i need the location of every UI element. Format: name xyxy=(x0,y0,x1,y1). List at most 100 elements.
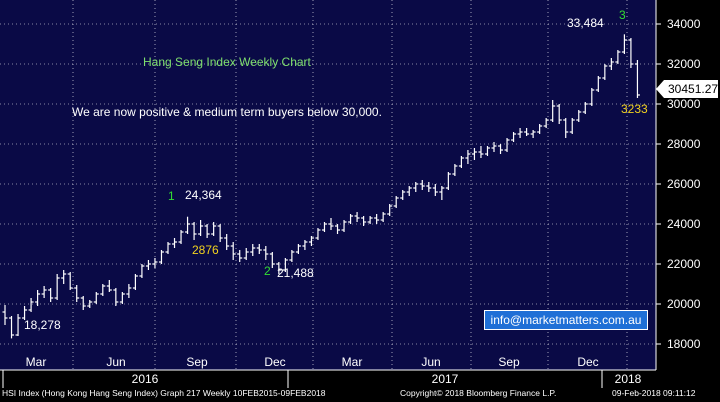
ohlc-bar xyxy=(243,248,249,260)
y-tick-label: 20000 xyxy=(667,297,701,311)
x-month-label: Jun xyxy=(421,355,440,369)
ohlc-bar xyxy=(152,258,158,268)
ohlc-bar xyxy=(263,246,269,260)
ohlc-bar xyxy=(250,244,256,256)
ohlc-bar xyxy=(74,285,80,302)
ohlc-bar xyxy=(432,184,438,196)
ohlc-bar xyxy=(217,224,223,242)
x-month-label: Sep xyxy=(186,355,208,369)
ohlc-bar xyxy=(387,204,393,216)
ohlc-bar xyxy=(595,76,601,92)
ohlc-bar xyxy=(328,218,334,230)
footer-right: 09-Feb-2018 09:11:12 xyxy=(612,388,696,398)
ohlc-bar xyxy=(132,274,138,290)
ohlc-bar xyxy=(563,118,569,138)
ohlc-bar xyxy=(582,102,588,114)
ohlc-bar xyxy=(361,216,367,226)
ohlc-bar xyxy=(15,314,21,336)
ohlc-bar xyxy=(93,292,99,304)
y-tick-label: 24000 xyxy=(667,217,701,231)
email-link[interactable]: info@marketmatters.com.au xyxy=(484,310,648,330)
wave-2-label: 2 xyxy=(264,264,271,278)
x-month-label: Dec xyxy=(264,355,285,369)
drop-2018-label: 3233 xyxy=(621,102,648,116)
ohlc-bar xyxy=(276,262,282,275)
ohlc-bar xyxy=(289,250,295,262)
wave-1-label: 1 xyxy=(168,189,175,203)
ohlc-bar xyxy=(178,230,184,244)
ohlc-bar xyxy=(119,292,125,304)
ohlc-bar xyxy=(419,180,425,190)
ohlc-bar xyxy=(87,300,93,308)
ohlc-bar xyxy=(67,272,73,290)
drop-2016-label: 2876 xyxy=(192,243,219,257)
ohlc-bar xyxy=(471,148,477,160)
ohlc-bar xyxy=(302,240,308,250)
ohlc-bar xyxy=(315,228,321,240)
ohlc-bar xyxy=(504,138,510,152)
ohlc-bar xyxy=(445,172,451,190)
ohlc-bar xyxy=(269,252,275,268)
ohlc-bar xyxy=(543,118,549,128)
ohlc-bar xyxy=(172,238,178,248)
y-tick-label: 32000 xyxy=(667,57,701,71)
ohlc-bar xyxy=(230,242,236,260)
ohlc-bar xyxy=(439,186,445,200)
ohlc-bar xyxy=(106,280,112,292)
ohlc-bar xyxy=(191,222,197,240)
last-price-label: 30451.27 xyxy=(668,82,718,96)
ohlc-bar xyxy=(621,34,627,54)
price-bars xyxy=(2,34,640,339)
ohlc-bar xyxy=(406,186,412,196)
footer-middle: Copyright© 2018 Bloomberg Finance L.P. xyxy=(400,388,557,398)
x-month-label: Mar xyxy=(342,355,363,369)
ohlc-bar xyxy=(380,212,386,222)
ohlc-bar xyxy=(524,128,530,136)
x-year-label: 2017 xyxy=(432,372,459,386)
ohlc-bar xyxy=(367,216,373,224)
y-axis: 18000 20000 22000 24000 26000 28000 30000 32000… xyxy=(655,0,701,370)
last-price-marker: 30451.27 xyxy=(656,80,718,98)
ohlc-bar xyxy=(537,124,543,134)
ohlc-bar xyxy=(589,88,595,106)
ohlc-bar xyxy=(354,212,360,222)
ohlc-bar xyxy=(413,182,419,192)
x-year-label: 2016 xyxy=(132,372,159,386)
ohlc-bar xyxy=(608,58,614,70)
ohlc-bar xyxy=(41,286,47,298)
ohlc-bar xyxy=(2,305,8,325)
ohlc-bar xyxy=(348,214,354,224)
ohlc-bar xyxy=(165,242,171,254)
plot-area xyxy=(0,0,656,370)
footer-background xyxy=(0,370,656,402)
ohlc-bar xyxy=(458,156,464,168)
ohlc-bar xyxy=(113,288,119,306)
ohlc-bar xyxy=(198,220,204,236)
ohlc-bar xyxy=(185,216,191,234)
ohlc-bar xyxy=(224,234,230,250)
high-2016-label: 24,364 xyxy=(185,188,222,202)
y-tick-label: 28000 xyxy=(667,137,701,151)
ohlc-bar xyxy=(491,142,497,152)
ohlc-bar xyxy=(634,60,640,98)
ohlc-bar xyxy=(465,150,471,164)
x-month-label: Jun xyxy=(106,355,125,369)
ohlc-bar xyxy=(9,316,15,339)
chart-title: Hang Seng Index Weekly Chart xyxy=(143,55,312,69)
ohlc-bar xyxy=(517,128,523,138)
comment-text: We are now positive & medium term buyers… xyxy=(72,105,382,119)
low-start-label: 18,278 xyxy=(24,318,61,332)
low-2016-label: 21,488 xyxy=(277,266,314,280)
x-month-label: Mar xyxy=(26,355,47,369)
ohlc-bar xyxy=(282,258,288,272)
ohlc-bar xyxy=(126,284,132,298)
y-tick-label: 34000 xyxy=(667,17,701,31)
ohlc-bar xyxy=(335,224,341,234)
ohlc-bar xyxy=(556,104,562,124)
ohlc-bar xyxy=(374,214,380,224)
axis-background xyxy=(656,0,720,402)
ohlc-bar xyxy=(256,244,262,254)
ohlc-bar xyxy=(158,250,164,264)
x-axis: Mar Jun Sep Dec Mar Jun Sep Dec 2016 2017 2018 xyxy=(0,355,656,388)
